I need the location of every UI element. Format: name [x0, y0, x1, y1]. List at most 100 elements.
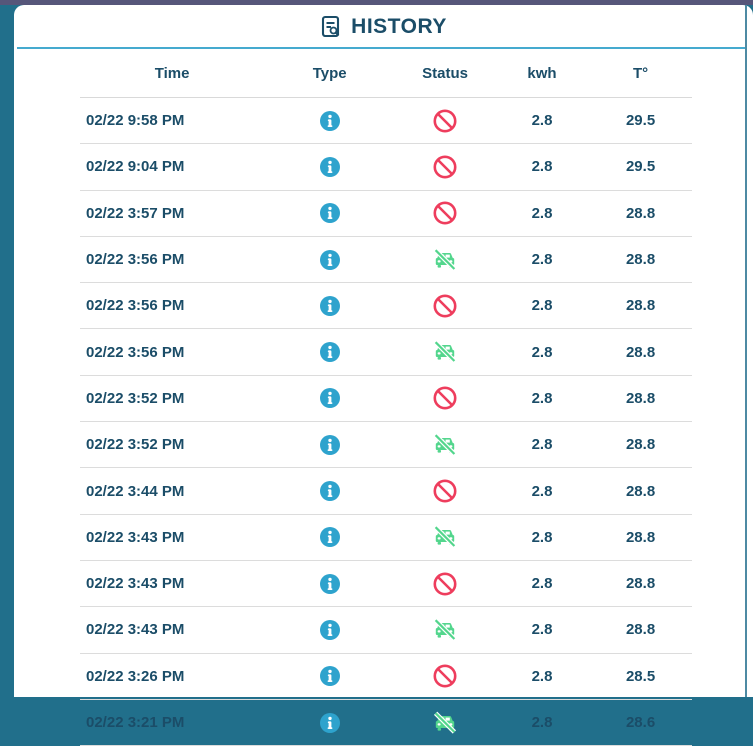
- type-cell: [264, 560, 395, 606]
- car-off-icon: [433, 525, 457, 549]
- temp-value: 28.8: [589, 607, 692, 653]
- info-circle-icon[interactable]: [319, 665, 341, 687]
- temp-value: 28.6: [589, 699, 692, 745]
- time-value: 02/22 3:21 PM: [80, 699, 264, 745]
- status-cell: [395, 560, 495, 606]
- status-cell: [395, 699, 495, 745]
- column-header-kwh: kwh: [495, 49, 589, 98]
- info-circle-icon[interactable]: [319, 526, 341, 548]
- time-value: 02/22 3:57 PM: [80, 190, 264, 236]
- column-header-type: Type: [264, 49, 395, 98]
- table-row: 02/22 3:26 PM: [80, 653, 692, 699]
- status-cell: [395, 607, 495, 653]
- table-row: 02/22 3:52 PM: [80, 375, 692, 421]
- kwh-value: 2.8: [495, 190, 589, 236]
- time-value: 02/22 3:56 PM: [80, 236, 264, 282]
- ban-icon: [433, 386, 457, 410]
- ban-icon: [433, 664, 457, 688]
- table-row: 02/22 9:58 PM: [80, 98, 692, 144]
- status-cell: [395, 283, 495, 329]
- kwh-value: 2.8: [495, 144, 589, 190]
- temp-value: 28.8: [589, 375, 692, 421]
- kwh-value: 2.8: [495, 699, 589, 745]
- time-value: 02/22 3:56 PM: [80, 329, 264, 375]
- time-value: 02/22 3:56 PM: [80, 283, 264, 329]
- info-circle-icon[interactable]: [319, 156, 341, 178]
- kwh-value: 2.8: [495, 468, 589, 514]
- temp-value: 28.8: [589, 283, 692, 329]
- time-value: 02/22 3:52 PM: [80, 422, 264, 468]
- ban-icon: [433, 572, 457, 596]
- table-row: 02/22 3:43 PM: [80, 607, 692, 653]
- column-header-status: Status: [395, 49, 495, 98]
- temp-value: 28.8: [589, 236, 692, 282]
- temp-value: 28.8: [589, 468, 692, 514]
- car-off-icon: [433, 433, 457, 457]
- status-cell: [395, 653, 495, 699]
- info-circle-icon[interactable]: [319, 249, 341, 271]
- kwh-value: 2.8: [495, 98, 589, 144]
- info-circle-icon[interactable]: [319, 480, 341, 502]
- kwh-value: 2.8: [495, 329, 589, 375]
- table-row: 02/22 9:04 PM: [80, 144, 692, 190]
- panel-header: HISTORY: [14, 5, 753, 45]
- type-cell: [264, 653, 395, 699]
- table-row: 02/22 3:57 PM: [80, 190, 692, 236]
- temp-value: 29.5: [589, 144, 692, 190]
- info-circle-icon[interactable]: [319, 434, 341, 456]
- status-cell: [395, 98, 495, 144]
- type-cell: [264, 699, 395, 745]
- info-circle-icon[interactable]: [319, 341, 341, 363]
- table-row: 02/22 3:43 PM: [80, 514, 692, 560]
- kwh-value: 2.8: [495, 375, 589, 421]
- status-cell: [395, 422, 495, 468]
- time-value: 02/22 3:43 PM: [80, 607, 264, 653]
- kwh-value: 2.8: [495, 236, 589, 282]
- table-row: 02/22 3:21 PM: [80, 699, 692, 745]
- ban-icon: [433, 109, 457, 133]
- table-row: 02/22 3:44 PM: [80, 468, 692, 514]
- history-table: Time Type Status kwh T° 02/22 9:58 PM: [80, 49, 692, 746]
- temp-value: 28.8: [589, 329, 692, 375]
- history-log-icon: [320, 15, 342, 39]
- info-circle-icon[interactable]: [319, 295, 341, 317]
- type-cell: [264, 375, 395, 421]
- history-table-body: 02/22 9:58 PM: [80, 98, 692, 746]
- top-window-strip: [0, 0, 753, 5]
- car-off-icon: [433, 248, 457, 272]
- status-cell: [395, 514, 495, 560]
- kwh-value: 2.8: [495, 607, 589, 653]
- info-circle-icon[interactable]: [319, 619, 341, 641]
- kwh-value: 2.8: [495, 514, 589, 560]
- panel-right-divider: [745, 5, 747, 697]
- status-cell: [395, 375, 495, 421]
- kwh-value: 2.8: [495, 653, 589, 699]
- time-value: 02/22 3:43 PM: [80, 560, 264, 606]
- temp-value: 28.8: [589, 422, 692, 468]
- ban-icon: [433, 155, 457, 179]
- table-row: 02/22 3:52 PM: [80, 422, 692, 468]
- status-cell: [395, 236, 495, 282]
- type-cell: [264, 144, 395, 190]
- kwh-value: 2.8: [495, 422, 589, 468]
- type-cell: [264, 190, 395, 236]
- left-sidebar-strip: [0, 0, 14, 697]
- info-circle-icon[interactable]: [319, 387, 341, 409]
- car-off-icon: [433, 340, 457, 364]
- type-cell: [264, 514, 395, 560]
- type-cell: [264, 468, 395, 514]
- column-header-temp: T°: [589, 49, 692, 98]
- info-circle-icon[interactable]: [319, 110, 341, 132]
- info-circle-icon[interactable]: [319, 202, 341, 224]
- temp-value: 28.5: [589, 653, 692, 699]
- ban-icon: [433, 294, 457, 318]
- status-cell: [395, 144, 495, 190]
- info-circle-icon[interactable]: [319, 712, 341, 734]
- type-cell: [264, 422, 395, 468]
- type-cell: [264, 283, 395, 329]
- time-value: 02/22 3:26 PM: [80, 653, 264, 699]
- type-cell: [264, 329, 395, 375]
- info-circle-icon[interactable]: [319, 573, 341, 595]
- time-value: 02/22 3:43 PM: [80, 514, 264, 560]
- car-off-icon: [433, 711, 457, 735]
